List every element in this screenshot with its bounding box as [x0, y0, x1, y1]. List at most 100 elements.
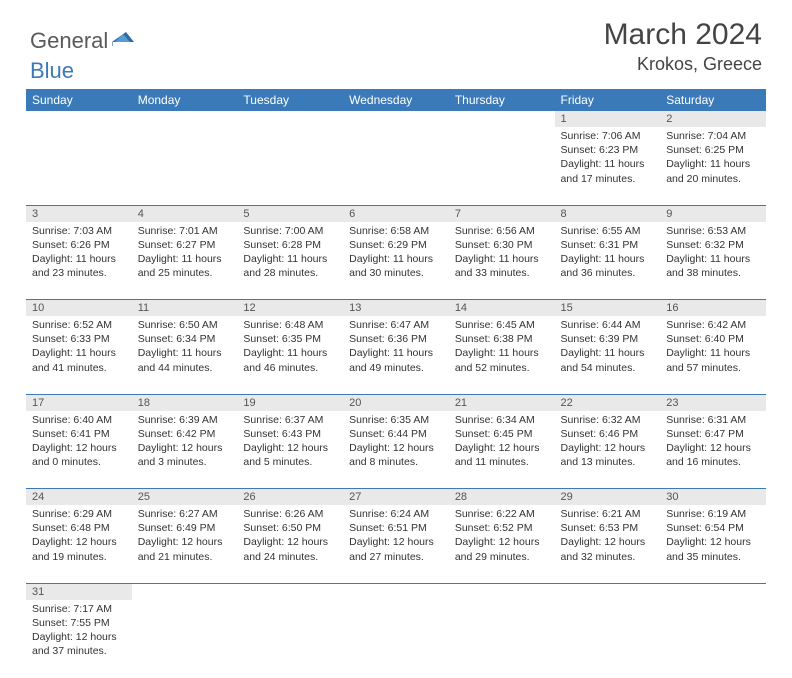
daylight-line: Daylight: 12 hours and 27 minutes.	[349, 535, 443, 563]
day-number-row: 31	[26, 583, 766, 600]
sunrise-line: Sunrise: 6:55 AM	[561, 224, 655, 238]
day-number-cell: 12	[237, 300, 343, 317]
day-data-cell	[660, 600, 766, 678]
sunset-line: Sunset: 7:55 PM	[32, 616, 126, 630]
day-data-cell	[237, 127, 343, 205]
daylight-line: Daylight: 11 hours and 57 minutes.	[666, 346, 760, 374]
day-data-cell: Sunrise: 6:45 AMSunset: 6:38 PMDaylight:…	[449, 316, 555, 394]
day-number-cell: 11	[132, 300, 238, 317]
day-number-cell: 31	[26, 583, 132, 600]
sunrise-line: Sunrise: 6:24 AM	[349, 507, 443, 521]
sunrise-line: Sunrise: 6:19 AM	[666, 507, 760, 521]
day-number-cell: 26	[237, 489, 343, 506]
daylight-line: Daylight: 11 hours and 44 minutes.	[138, 346, 232, 374]
day-number-row: 24252627282930	[26, 489, 766, 506]
daylight-line: Daylight: 12 hours and 19 minutes.	[32, 535, 126, 563]
sunset-line: Sunset: 6:47 PM	[666, 427, 760, 441]
sunrise-line: Sunrise: 6:58 AM	[349, 224, 443, 238]
sunset-line: Sunset: 6:27 PM	[138, 238, 232, 252]
sunrise-line: Sunrise: 6:26 AM	[243, 507, 337, 521]
day-number-cell: 9	[660, 205, 766, 222]
sunset-line: Sunset: 6:54 PM	[666, 521, 760, 535]
day-data-row: Sunrise: 6:52 AMSunset: 6:33 PMDaylight:…	[26, 316, 766, 394]
sunset-line: Sunset: 6:46 PM	[561, 427, 655, 441]
day-data-cell	[237, 600, 343, 678]
logo-text-blue: Blue	[30, 58, 74, 84]
day-number-cell: 21	[449, 394, 555, 411]
daylight-line: Daylight: 12 hours and 11 minutes.	[455, 441, 549, 469]
day-data-cell	[449, 600, 555, 678]
day-number-cell: 24	[26, 489, 132, 506]
day-number-cell: 25	[132, 489, 238, 506]
sunrise-line: Sunrise: 7:00 AM	[243, 224, 337, 238]
sunset-line: Sunset: 6:25 PM	[666, 143, 760, 157]
sunrise-line: Sunrise: 6:40 AM	[32, 413, 126, 427]
day-data-cell: Sunrise: 6:31 AMSunset: 6:47 PMDaylight:…	[660, 411, 766, 489]
day-data-cell: Sunrise: 7:03 AMSunset: 6:26 PMDaylight:…	[26, 222, 132, 300]
day-number-row: 3456789	[26, 205, 766, 222]
weekday-header: Wednesday	[343, 89, 449, 111]
daylight-line: Daylight: 11 hours and 23 minutes.	[32, 252, 126, 280]
day-number-cell	[237, 111, 343, 127]
daylight-line: Daylight: 11 hours and 41 minutes.	[32, 346, 126, 374]
day-number-cell	[237, 583, 343, 600]
day-data-cell: Sunrise: 7:06 AMSunset: 6:23 PMDaylight:…	[555, 127, 661, 205]
sunset-line: Sunset: 6:38 PM	[455, 332, 549, 346]
daylight-line: Daylight: 12 hours and 16 minutes.	[666, 441, 760, 469]
sunrise-line: Sunrise: 6:48 AM	[243, 318, 337, 332]
day-number-cell	[26, 111, 132, 127]
day-data-cell: Sunrise: 6:37 AMSunset: 6:43 PMDaylight:…	[237, 411, 343, 489]
daylight-line: Daylight: 12 hours and 24 minutes.	[243, 535, 337, 563]
day-data-cell	[26, 127, 132, 205]
sunset-line: Sunset: 6:40 PM	[666, 332, 760, 346]
logo: General	[30, 28, 140, 54]
day-data-cell: Sunrise: 6:52 AMSunset: 6:33 PMDaylight:…	[26, 316, 132, 394]
daylight-line: Daylight: 11 hours and 25 minutes.	[138, 252, 232, 280]
weekday-header: Sunday	[26, 89, 132, 111]
day-data-cell	[343, 600, 449, 678]
day-data-cell: Sunrise: 6:44 AMSunset: 6:39 PMDaylight:…	[555, 316, 661, 394]
daylight-line: Daylight: 12 hours and 21 minutes.	[138, 535, 232, 563]
sunset-line: Sunset: 6:30 PM	[455, 238, 549, 252]
day-data-cell: Sunrise: 6:39 AMSunset: 6:42 PMDaylight:…	[132, 411, 238, 489]
day-number-cell	[343, 111, 449, 127]
day-number-cell: 23	[660, 394, 766, 411]
day-number-cell: 4	[132, 205, 238, 222]
sunset-line: Sunset: 6:45 PM	[455, 427, 549, 441]
day-data-cell: Sunrise: 6:32 AMSunset: 6:46 PMDaylight:…	[555, 411, 661, 489]
sunset-line: Sunset: 6:34 PM	[138, 332, 232, 346]
sunrise-line: Sunrise: 6:35 AM	[349, 413, 443, 427]
day-number-cell: 20	[343, 394, 449, 411]
sunrise-line: Sunrise: 6:21 AM	[561, 507, 655, 521]
calendar-table: SundayMondayTuesdayWednesdayThursdayFrid…	[26, 89, 766, 678]
day-number-cell: 10	[26, 300, 132, 317]
day-number-cell: 16	[660, 300, 766, 317]
day-number-cell	[132, 583, 238, 600]
day-number-cell: 3	[26, 205, 132, 222]
sunset-line: Sunset: 6:50 PM	[243, 521, 337, 535]
daylight-line: Daylight: 12 hours and 0 minutes.	[32, 441, 126, 469]
sunrise-line: Sunrise: 6:53 AM	[666, 224, 760, 238]
day-number-cell: 5	[237, 205, 343, 222]
day-data-cell: Sunrise: 6:27 AMSunset: 6:49 PMDaylight:…	[132, 505, 238, 583]
daylight-line: Daylight: 11 hours and 17 minutes.	[561, 157, 655, 185]
sunrise-line: Sunrise: 6:42 AM	[666, 318, 760, 332]
daylight-line: Daylight: 11 hours and 20 minutes.	[666, 157, 760, 185]
sunset-line: Sunset: 6:43 PM	[243, 427, 337, 441]
day-data-cell: Sunrise: 7:04 AMSunset: 6:25 PMDaylight:…	[660, 127, 766, 205]
sunrise-line: Sunrise: 6:45 AM	[455, 318, 549, 332]
day-number-cell	[132, 111, 238, 127]
day-data-cell: Sunrise: 6:47 AMSunset: 6:36 PMDaylight:…	[343, 316, 449, 394]
day-number-cell: 14	[449, 300, 555, 317]
daylight-line: Daylight: 11 hours and 49 minutes.	[349, 346, 443, 374]
day-number-cell: 17	[26, 394, 132, 411]
day-number-row: 17181920212223	[26, 394, 766, 411]
day-number-cell	[449, 111, 555, 127]
day-data-row: Sunrise: 7:17 AMSunset: 7:55 PMDaylight:…	[26, 600, 766, 678]
day-data-cell: Sunrise: 6:53 AMSunset: 6:32 PMDaylight:…	[660, 222, 766, 300]
daylight-line: Daylight: 12 hours and 13 minutes.	[561, 441, 655, 469]
day-data-cell: Sunrise: 6:35 AMSunset: 6:44 PMDaylight:…	[343, 411, 449, 489]
sunrise-line: Sunrise: 6:27 AM	[138, 507, 232, 521]
weekday-header: Tuesday	[237, 89, 343, 111]
day-number-cell	[660, 583, 766, 600]
